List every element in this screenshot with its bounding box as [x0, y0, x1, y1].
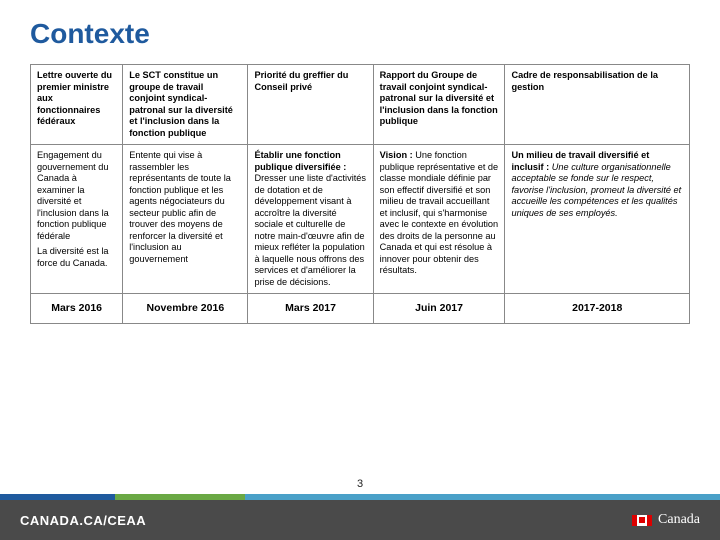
cell-bold: Établir une fonction publique diversifié…: [254, 150, 346, 172]
flag-icon: [632, 515, 652, 526]
wordmark-text: Canada: [658, 512, 700, 528]
header-cell: Cadre de responsabilisation de la gestio…: [505, 65, 690, 145]
table-dates-row: Mars 2016 Novembre 2016 Mars 2017 Juin 2…: [31, 294, 690, 324]
table-header-row: Lettre ouverte du premier ministre aux f…: [31, 65, 690, 145]
cell-text: Engagement du gouvernement du Canada à e…: [37, 150, 116, 242]
cell-bold: Vision :: [380, 150, 413, 160]
body-cell: Établir une fonction publique diversifié…: [248, 145, 373, 294]
table-body-row: Engagement du gouvernement du Canada à e…: [31, 145, 690, 294]
context-table: Lettre ouverte du premier ministre aux f…: [30, 64, 690, 324]
body-cell: Entente qui vise à rassembler les représ…: [123, 145, 248, 294]
page-number: 3: [0, 472, 720, 494]
cell-text: Dresser une liste d'activités de dotatio…: [254, 173, 366, 287]
footer-bar: CANADA.CA/CEAA Canada: [0, 500, 720, 540]
page-title: Contexte: [30, 18, 690, 50]
date-cell: Novembre 2016: [123, 294, 248, 324]
cell-text: Une fonction publique représentative et …: [380, 150, 499, 275]
date-cell: Juin 2017: [373, 294, 505, 324]
slide-container: Contexte Lettre ouverte du premier minis…: [0, 0, 720, 540]
body-cell: Engagement du gouvernement du Canada à e…: [31, 145, 123, 294]
header-cell: Rapport du Groupe de travail conjoint sy…: [373, 65, 505, 145]
date-cell: Mars 2017: [248, 294, 373, 324]
footer-url: CANADA.CA/CEAA: [20, 513, 146, 528]
body-cell: Vision : Une fonction publique représent…: [373, 145, 505, 294]
slide-footer: 3 CANADA.CA/CEAA Canada: [0, 472, 720, 540]
cell-text: La diversité est la force du Canada.: [37, 246, 116, 269]
canada-wordmark: Canada: [632, 512, 700, 528]
body-cell: Un milieu de travail diversifié et inclu…: [505, 145, 690, 294]
date-cell: 2017-2018: [505, 294, 690, 324]
date-cell: Mars 2016: [31, 294, 123, 324]
header-cell: Lettre ouverte du premier ministre aux f…: [31, 65, 123, 145]
header-cell: Priorité du greffier du Conseil privé: [248, 65, 373, 145]
header-cell: Le SCT constitue un groupe de travail co…: [123, 65, 248, 145]
